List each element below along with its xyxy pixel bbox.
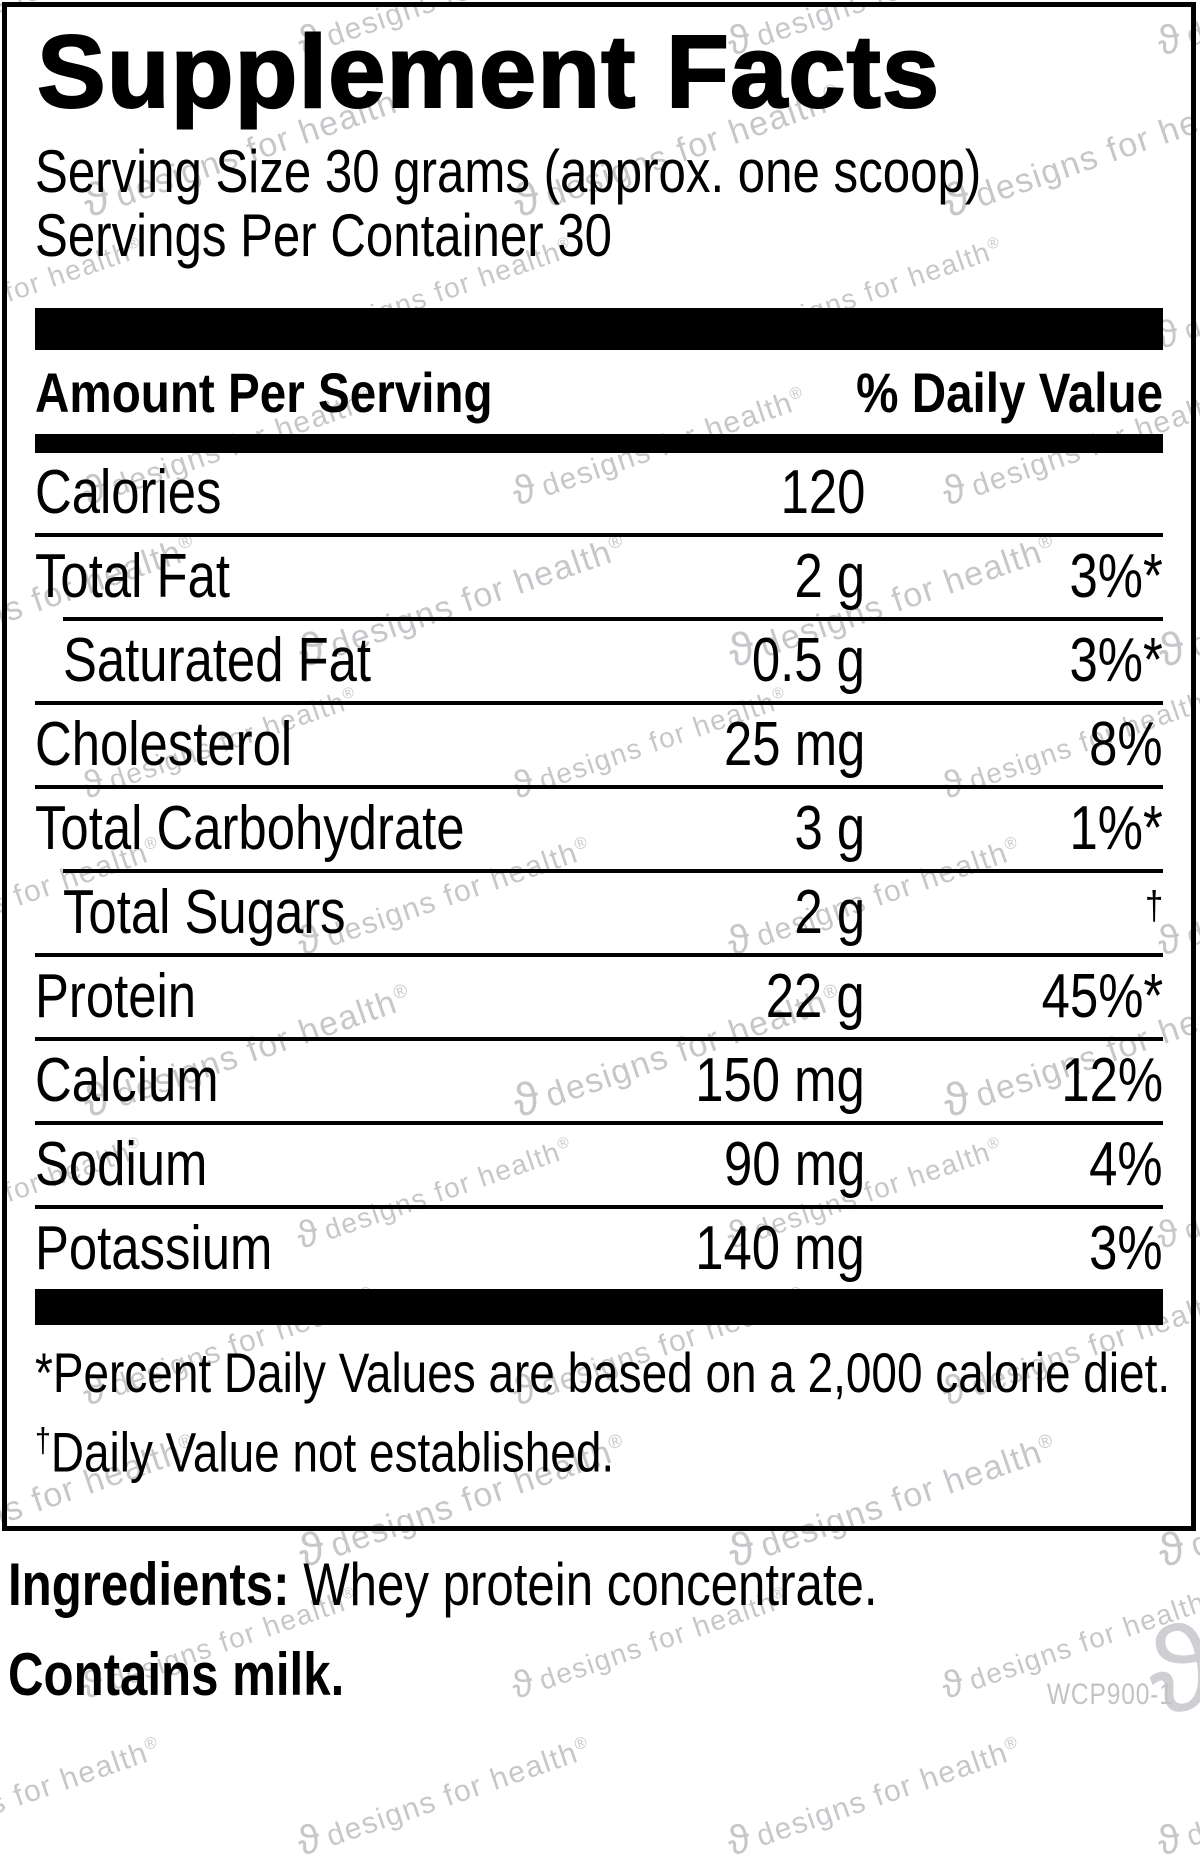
dfh-leaf-logo-large: ϑ: [1135, 1596, 1200, 1742]
row-separator: [35, 785, 1163, 790]
nutrient-amount: 25 mg: [723, 710, 865, 780]
amount-per-serving-header: Amount Per Serving: [35, 360, 493, 424]
nutrient-row: Cholesterol 25 mg 8%: [35, 705, 1163, 785]
asterisk-marker: *: [35, 1341, 53, 1405]
nutrient-amount: 2 g: [794, 542, 865, 612]
nutrient-amount: 3 g: [794, 794, 865, 864]
nutrient-amount: 120: [780, 458, 865, 528]
nutrient-daily-value: 3%*: [1069, 626, 1163, 696]
servings-per-container-line: Servings Per Container 30: [35, 202, 613, 270]
nutrient-amount: 150 mg: [695, 1046, 865, 1116]
table-bottom-bar: [35, 1289, 1163, 1326]
footnote-dv-not-established: †Daily Value not established.: [35, 1407, 1163, 1487]
nutrient-name: Total Carbohydrate: [35, 794, 465, 864]
nutrient-daily-value: 3%*: [1069, 542, 1163, 612]
ingredients-line: Ingredients: Whey protein concentrate.: [8, 1552, 1068, 1618]
row-separator: [63, 869, 1163, 874]
nutrient-row: Sodium 90 mg 4%: [35, 1125, 1163, 1205]
row-separator: [35, 1121, 1163, 1126]
product-code: WCP900-1: [1047, 1678, 1174, 1711]
ingredients-label: Ingredients:: [8, 1551, 290, 1618]
watermark-text: ϑdesigns for health®: [293, 1732, 591, 1864]
nutrient-amount: 140 mg: [695, 1214, 865, 1284]
nutrient-row: Total Fat 2 g 3%*: [35, 537, 1163, 617]
footnote-text: Daily Value not established.: [50, 1420, 615, 1484]
nutrient-name: Calories: [35, 458, 222, 528]
nutrient-row: Total Carbohydrate 3 g 1%*: [35, 789, 1163, 869]
nutrient-name: Cholesterol: [35, 710, 293, 780]
nutrient-daily-value: 3%: [1089, 1214, 1163, 1284]
row-separator: [35, 701, 1163, 706]
footnotes: *Percent Daily Values are based on a 2,0…: [35, 1325, 1170, 1487]
nutrient-amount: 2 g: [794, 878, 865, 948]
table-top-bar: [35, 308, 1163, 351]
nutrient-row: Protein 22 g 45%*: [35, 957, 1163, 1037]
row-separator: [35, 1037, 1163, 1042]
allergen-statement: Contains milk.: [8, 1641, 345, 1708]
nutrient-row: Total Sugars 2 g †: [35, 873, 1163, 953]
row-separator: [63, 617, 1163, 622]
watermark-text: ϑdesigns for health®: [723, 1732, 1021, 1864]
nutrient-name: Protein: [35, 962, 197, 1032]
dfh-leaf-logo-icon: ϑ: [723, 1814, 756, 1864]
nutrient-daily-value: 4%: [1089, 1130, 1163, 1200]
supplement-facts-panel: Supplement Facts Serving Size 30 grams (…: [2, 2, 1196, 1531]
footnote-percent-dv: *Percent Daily Values are based on a 2,0…: [35, 1339, 1170, 1407]
nutrient-name: Calcium: [35, 1046, 219, 1116]
nutrient-name: Sodium: [35, 1130, 208, 1200]
nutrient-name: Potassium: [35, 1214, 273, 1284]
watermark-text: ϑdesigns for health®: [1153, 1736, 1200, 1864]
nutrient-amount: 90 mg: [723, 1130, 865, 1200]
nutrient-daily-value: 12%: [1061, 1046, 1163, 1116]
nutrient-amount: 0.5 g: [751, 626, 865, 696]
ingredients-text: Whey protein concentrate.: [289, 1551, 878, 1618]
dfh-leaf-logo-icon: ϑ: [293, 1814, 326, 1864]
below-panel-info: Ingredients: Whey protein concentrate. C…: [8, 1552, 1068, 1708]
nutrient-name: Total Fat: [35, 542, 230, 612]
nutrient-row: Calories 120: [35, 453, 1163, 533]
panel-title: Supplement Facts: [36, 14, 941, 129]
row-separator: [35, 953, 1163, 958]
nutrient-daily-value: 1%*: [1069, 794, 1163, 864]
footnote-text: Percent Daily Values are based on a 2,00…: [52, 1341, 1171, 1405]
row-separator: [35, 533, 1163, 538]
dfh-leaf-logo-icon: ϑ: [1153, 1814, 1186, 1864]
row-separator: [35, 1205, 1163, 1210]
serving-size-line: Serving Size 30 grams (approx. one scoop…: [35, 138, 982, 206]
nutrient-table: Calories 120 Total Fat 2 g 3%* Saturated…: [35, 453, 1163, 1289]
nutrient-row: Saturated Fat 0.5 g 3%*: [35, 621, 1163, 701]
table-header-row: Amount Per Serving % Daily Value: [35, 350, 1163, 434]
nutrient-name: Total Sugars: [63, 878, 346, 948]
daily-value-header: % Daily Value: [856, 360, 1163, 424]
dagger-marker: †: [35, 1422, 51, 1461]
watermark-text: ϑdesigns for health®: [0, 1732, 161, 1854]
nutrient-name: Saturated Fat: [63, 626, 372, 696]
nutrient-row: Calcium 150 mg 12%: [35, 1041, 1163, 1121]
header-divider-bar: [35, 434, 1163, 454]
nutrient-daily-value: 8%: [1089, 710, 1163, 780]
serving-info: Serving Size 30 grams (approx. one scoop…: [35, 140, 1163, 268]
nutrient-daily-value: [865, 462, 1163, 524]
nutrient-row: Potassium 140 mg 3%: [35, 1209, 1163, 1289]
nutrient-daily-value: †: [1144, 884, 1163, 929]
nutrient-daily-value: 45%*: [1041, 962, 1163, 1032]
nutrient-amount: 22 g: [766, 962, 865, 1032]
